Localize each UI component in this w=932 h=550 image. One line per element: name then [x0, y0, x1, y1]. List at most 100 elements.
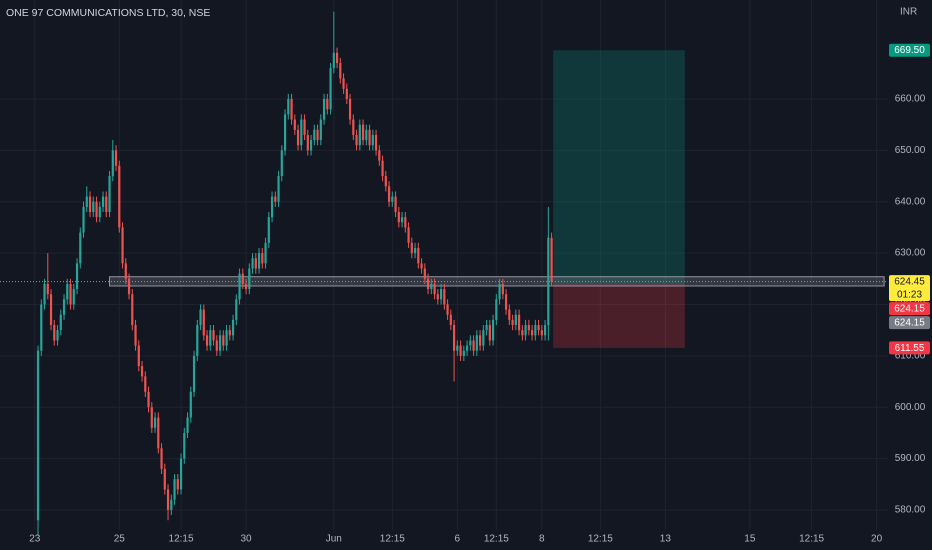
candle-body — [59, 314, 62, 331]
candle-body — [378, 150, 381, 161]
candle-body — [394, 196, 397, 213]
candle-body — [371, 134, 374, 146]
candle-body — [404, 217, 407, 228]
x-tick-label: 30 — [240, 534, 252, 545]
candle-body — [153, 417, 157, 428]
x-tick-label: 23 — [29, 534, 41, 545]
candle-body — [244, 283, 248, 290]
candle-body — [313, 129, 316, 141]
candle-body — [238, 273, 241, 300]
candle-body — [36, 350, 40, 521]
candle-body — [176, 479, 179, 490]
candle-body — [417, 247, 420, 264]
y-tick-label: 660.00 — [895, 94, 926, 105]
candle-body — [462, 350, 465, 356]
candle-body — [504, 294, 508, 310]
candle-body — [361, 124, 365, 141]
axis: 580.00590.00600.00610.00620.00630.00640.… — [29, 43, 930, 545]
candle-body — [485, 325, 488, 331]
candle-body — [413, 247, 417, 254]
candle-body — [196, 325, 199, 356]
candle-body — [251, 258, 254, 269]
candle-body — [365, 129, 368, 141]
candle-body — [75, 263, 79, 290]
candle-body — [352, 119, 355, 135]
candle-body — [225, 330, 228, 346]
candle-body — [290, 98, 293, 120]
candle-body — [163, 468, 166, 490]
candle-body — [150, 407, 153, 428]
candle-body — [287, 98, 290, 115]
candle-body — [443, 289, 446, 305]
candle-body — [517, 314, 521, 331]
candle-body — [98, 206, 101, 218]
candle-body — [368, 129, 371, 146]
candle-body — [257, 253, 261, 269]
candle-body — [283, 114, 287, 151]
candle-body — [261, 253, 264, 264]
candle-body — [69, 283, 72, 305]
candles — [36, 11, 553, 536]
candle-body — [173, 479, 176, 500]
candle-body — [459, 345, 462, 356]
candle-body — [358, 124, 361, 146]
candle-body — [56, 330, 59, 341]
y-tick-label: 580.00 — [895, 505, 926, 516]
y-tick-label: 590.00 — [895, 453, 926, 464]
candle-body — [62, 299, 66, 315]
candle-body — [391, 196, 394, 202]
candle-body — [436, 294, 439, 300]
candle-body — [235, 299, 238, 320]
candle-body — [332, 52, 335, 69]
candle-body — [446, 304, 449, 315]
candle-body — [147, 391, 150, 408]
x-tick-label: 15 — [744, 534, 756, 545]
candle-body — [241, 273, 244, 284]
candle-body — [296, 129, 300, 146]
price-label-bg — [889, 302, 930, 316]
candle-body — [53, 325, 56, 341]
candle-body — [508, 309, 511, 320]
candle-body — [495, 299, 498, 320]
candle-body — [355, 134, 358, 146]
x-tick-label: 13 — [660, 534, 672, 545]
candle-body — [157, 417, 160, 449]
candle-body — [482, 330, 485, 346]
price-zone — [109, 276, 885, 287]
candle-body — [108, 176, 111, 213]
x-tick-label: 12:15 — [799, 534, 824, 545]
candle-body — [465, 345, 469, 351]
candle-body — [491, 319, 495, 341]
candle-body — [215, 340, 218, 351]
candle-body — [105, 196, 108, 213]
candle-body — [264, 242, 267, 264]
candle-body — [49, 294, 53, 326]
stop-zone — [553, 283, 685, 348]
candle-body — [274, 196, 277, 202]
overlay — [0, 50, 888, 348]
x-tick-label: 25 — [114, 534, 126, 545]
candle-body — [140, 366, 144, 377]
candle-body — [72, 289, 75, 305]
candle-body — [498, 283, 501, 300]
grid — [0, 0, 888, 530]
candle-body — [456, 345, 459, 351]
y-tick-label: 640.00 — [895, 196, 926, 207]
candle-body — [547, 237, 550, 326]
candle-body — [134, 325, 137, 346]
candle-body — [170, 499, 173, 510]
candle-body — [79, 232, 82, 264]
candle-body — [524, 325, 527, 336]
candle-body — [222, 335, 225, 346]
candle-body — [209, 330, 212, 346]
candle-body — [92, 201, 95, 213]
symbol-title: ONE 97 COMMUNICATIONS LTD, 30, NSE — [6, 7, 210, 19]
candle-body — [218, 335, 222, 351]
price-label: 611.55 — [895, 343, 925, 354]
y-tick-label: 610.00 — [895, 350, 926, 361]
x-tick-label: 6 — [455, 534, 461, 545]
candle-body — [183, 432, 186, 459]
candle-body — [66, 283, 69, 300]
